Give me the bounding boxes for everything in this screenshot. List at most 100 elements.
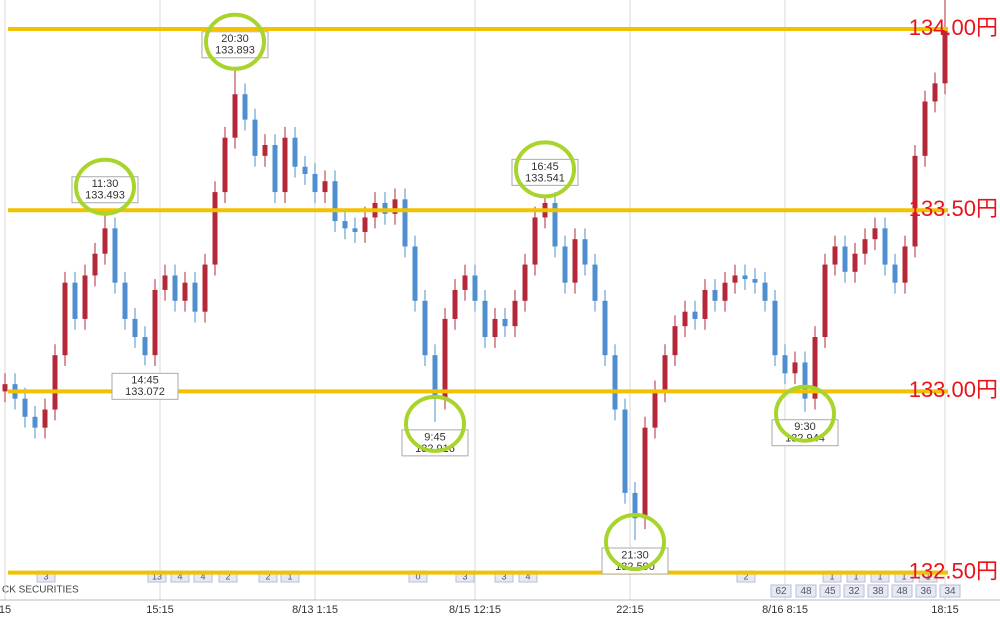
badge-label: 1 <box>287 571 292 581</box>
candle-body <box>742 275 748 280</box>
candle-body <box>812 337 818 399</box>
badge-label: 32 <box>848 586 860 597</box>
candle-body <box>242 94 248 120</box>
candle-body <box>752 279 758 283</box>
callout-box <box>511 158 579 186</box>
candle-body <box>562 246 568 283</box>
badge-label: 34 <box>944 586 956 597</box>
x-tick-label: 22:15 <box>616 604 644 616</box>
badge <box>867 584 889 598</box>
level-label: 133.00円 <box>909 377 998 402</box>
level-label: 132.50円 <box>909 558 998 583</box>
candle-body <box>402 199 408 247</box>
candle-body <box>132 318 138 338</box>
candle-body <box>72 282 78 319</box>
candle-body <box>282 137 288 193</box>
badge-label: 13 <box>152 571 162 581</box>
callout-price: 133.893 <box>215 45 255 57</box>
candle-body <box>462 275 468 290</box>
candle-body <box>632 492 638 519</box>
badge-label: 2 <box>225 571 230 581</box>
highlight-circle <box>774 384 836 443</box>
candle-body <box>882 228 888 265</box>
badge <box>843 584 865 598</box>
candle-body <box>732 275 738 283</box>
candle-body <box>702 289 708 319</box>
candle-body <box>652 391 658 428</box>
candle-body <box>422 300 428 356</box>
x-tick-label: 8/15 12:15 <box>449 604 501 616</box>
candle-body <box>362 217 368 232</box>
badge-label: 48 <box>800 586 812 597</box>
candle-body <box>22 398 28 417</box>
candle-body <box>152 289 158 356</box>
candle-body <box>622 409 628 493</box>
x-tick-label: 15:15 <box>146 604 174 616</box>
candle-body <box>312 173 318 193</box>
x-tick-label: 8/13 1:15 <box>292 604 338 616</box>
badge-label: 4 <box>200 571 205 581</box>
badge-label: 4 <box>525 571 530 581</box>
badge-label: 1 <box>829 571 834 581</box>
badge-label: 3 <box>501 571 506 581</box>
watermark: CK SECURITIES <box>2 585 79 596</box>
candle-body <box>252 119 258 156</box>
callout-time: 9:45 <box>424 431 445 443</box>
candle-body <box>352 228 358 232</box>
candle-body <box>722 282 728 301</box>
callout-time: 16:45 <box>531 161 559 173</box>
candle-body <box>472 275 478 301</box>
badge-label: 3 <box>43 571 48 581</box>
x-tick-label: 15 <box>0 604 11 616</box>
candle-body <box>42 409 48 428</box>
badge-label: 4 <box>177 571 182 581</box>
candle-body <box>262 144 268 156</box>
candle-body <box>842 246 848 272</box>
badge-label: 38 <box>872 586 884 597</box>
candle-body <box>502 318 508 327</box>
candle-body <box>232 94 238 138</box>
candle-body <box>892 264 898 283</box>
candle-body <box>642 427 648 519</box>
badge-label: 48 <box>896 586 908 597</box>
highlight-circle <box>204 12 266 71</box>
badge-label: 2 <box>743 571 748 581</box>
candle-body <box>942 28 948 84</box>
badge-label: 1 <box>925 571 930 581</box>
candle-body <box>342 221 348 229</box>
callout-price: 133.541 <box>525 172 565 184</box>
candle-body <box>2 384 8 392</box>
candle-body <box>202 264 208 312</box>
candle-body <box>872 228 878 240</box>
candle-body <box>572 239 578 283</box>
candle-body <box>492 318 498 338</box>
candle-body <box>682 311 688 327</box>
badge <box>819 584 841 598</box>
candle-body <box>612 355 618 410</box>
candle-body <box>592 264 598 301</box>
badge-label: 45 <box>824 586 836 597</box>
candle-body <box>792 362 798 374</box>
candle-body <box>112 228 118 283</box>
badge-label: 1 <box>901 571 906 581</box>
callout-price: 132.944 <box>785 433 825 445</box>
candle-body <box>822 264 828 338</box>
candle-body <box>832 246 838 265</box>
badge <box>891 584 913 598</box>
callout-time: 11:30 <box>92 178 119 190</box>
highlight-circle <box>514 140 576 199</box>
callout-price: 133.072 <box>125 386 165 398</box>
x-tick-label: 8/16 8:15 <box>762 604 808 616</box>
callout-box <box>111 372 179 400</box>
candle-body <box>922 101 928 156</box>
candle-body <box>482 300 488 338</box>
candle-body <box>662 355 668 392</box>
badge-label: 62 <box>775 586 787 597</box>
callout-time: 9:30 <box>794 421 815 433</box>
candle-body <box>442 318 448 399</box>
badge-label: 1 <box>853 571 858 581</box>
badge-label: 1 <box>877 571 882 581</box>
callout-time: 20:30 <box>221 33 249 45</box>
candle-body <box>32 416 38 428</box>
